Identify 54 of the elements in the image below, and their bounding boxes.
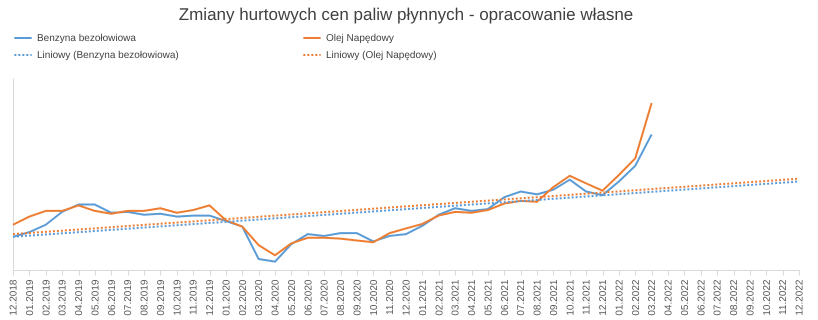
x-tick-label: 05.2022 [680, 279, 691, 316]
x-tick-label: 12.2019 [205, 279, 216, 316]
x-tick-label: 04.2020 [270, 279, 282, 316]
x-tick-label: 12.2022 [794, 279, 806, 316]
x-tick-label: 11.2021 [582, 279, 593, 315]
legend-label: Liniowy (Benzyna bezołowiowa) [37, 50, 179, 61]
x-tick-label: 08.2019 [140, 279, 150, 316]
chart-title: Zmiany hurtowych cen paliw płynnych - opracowanie własne [178, 5, 634, 24]
x-tick-label: 06.2022 [696, 279, 708, 316]
x-tick-label: 04.2021 [467, 279, 478, 316]
x-tick-label: 10.2019 [172, 279, 184, 316]
legend-label: Benzyna bezołowiowa [37, 33, 136, 44]
x-tick-label: 12.2021 [598, 279, 609, 316]
x-tick-label: 11.2022 [778, 279, 790, 315]
x-tick-label: 09.2022 [745, 279, 756, 316]
x-tick-label: 10.2022 [762, 279, 773, 316]
x-tick-label: 10.2021 [565, 279, 576, 316]
x-tick-label: 08.2022 [729, 279, 740, 316]
x-tick-label: 02.2019 [41, 279, 52, 316]
x-tick-label: 09.2021 [548, 279, 560, 316]
x-tick-label: 09.2019 [156, 279, 167, 316]
x-tick-label: 05.2021 [483, 279, 494, 316]
x-tick-label: 07.2021 [516, 279, 528, 316]
x-tick-label: 04.2022 [664, 279, 674, 316]
x-tick-label: 08.2021 [532, 279, 544, 316]
x-tick-label: 11.2019 [188, 279, 200, 315]
x-tick-label: 04.2019 [74, 279, 85, 316]
x-tick-label: 01.2021 [418, 279, 429, 316]
x-tick-label: 05.2020 [286, 279, 298, 316]
x-tick-label: 11.2020 [385, 279, 396, 315]
x-tick-label: 03.2020 [254, 279, 266, 316]
x-tick-label: 06.2019 [106, 279, 118, 316]
x-tick-label: 03.2019 [58, 279, 69, 316]
x-tick-label: 07.2019 [123, 279, 134, 316]
x-tick-label: 01.2019 [24, 279, 36, 316]
x-tick-label: 06.2020 [303, 279, 314, 316]
x-tick-label: 10.2020 [368, 279, 380, 316]
x-tick-label: 09.2020 [352, 279, 364, 316]
x-tick-label: 03.2021 [450, 279, 462, 316]
x-tick-label: 08.2020 [336, 279, 347, 316]
x-tick-label: 02.2020 [238, 279, 249, 316]
x-tick-label: 02.2022 [630, 279, 642, 316]
x-tick-label: 06.2021 [500, 279, 511, 316]
x-tick-label: 07.2022 [712, 279, 724, 316]
x-tick-label: 12.2018 [8, 279, 20, 316]
x-tick-label: 07.2020 [320, 279, 331, 316]
legend-label: Liniowy (Olej Napędowy) [326, 50, 437, 61]
x-tick-label: 12.2020 [402, 279, 412, 316]
legend-label: Olej Napędowy [326, 33, 394, 44]
x-tick-label: 05.2019 [90, 279, 102, 316]
x-tick-label: 02.2021 [434, 279, 446, 316]
x-tick-label: 03.2022 [647, 279, 658, 316]
x-tick-label: 01.2022 [614, 279, 626, 316]
x-tick-label: 01.2020 [221, 279, 232, 316]
